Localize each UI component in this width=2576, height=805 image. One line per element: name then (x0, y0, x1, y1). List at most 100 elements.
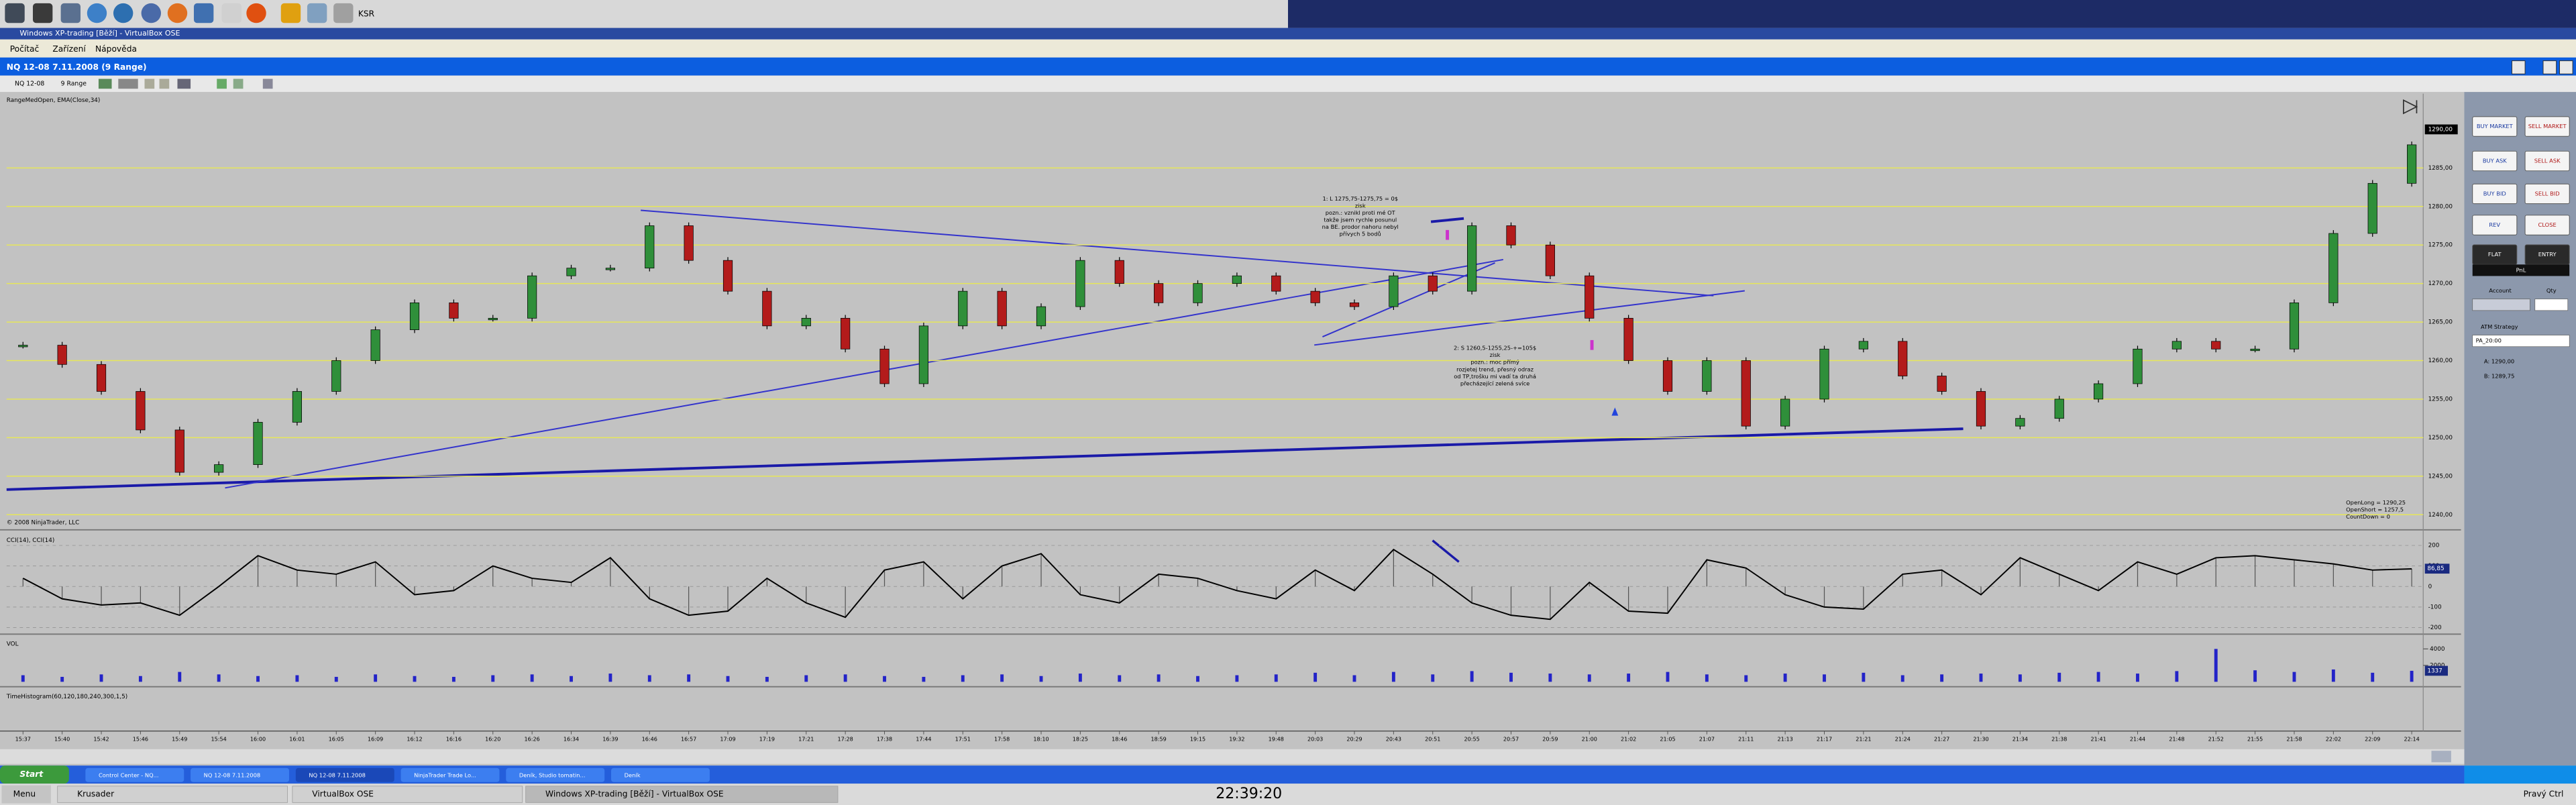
xp-task-button[interactable] (506, 767, 605, 782)
order-button-label[interactable]: REV (2489, 221, 2500, 228)
xp-task-label[interactable]: NinjaTrader Trade Lo... (414, 771, 476, 778)
xp-task-button[interactable] (85, 767, 184, 782)
window-controls[interactable] (2512, 60, 2573, 74)
xp-start-label[interactable]: Start (19, 769, 44, 779)
volume-bar (2214, 649, 2218, 682)
order-button-label[interactable]: SELL ASK (2534, 158, 2561, 164)
host-task-button[interactable] (525, 786, 839, 803)
order-button-label[interactable]: BUY MARKET (2477, 123, 2514, 129)
x-tick-label: 21:30 (1973, 736, 1988, 743)
volume-bar (765, 676, 769, 682)
volume-bar (1823, 674, 1826, 682)
volume-bar (2136, 674, 2139, 682)
host-task-button[interactable] (57, 786, 288, 803)
candle (1662, 360, 1673, 392)
host-menu-label[interactable]: Menu (13, 790, 36, 799)
x-tick-label: 19:48 (1269, 736, 1284, 743)
volume-bar (1548, 674, 1552, 682)
order-button-label[interactable]: BUY ASK (2483, 158, 2507, 164)
qty-field[interactable] (2534, 299, 2569, 311)
scrollbar[interactable] (0, 749, 2465, 764)
x-tick-label: 22:02 (2326, 736, 2341, 743)
period-select[interactable]: 9 Range (61, 80, 87, 87)
host-task-button[interactable] (292, 786, 523, 803)
order-button-label[interactable]: CLOSE (2538, 221, 2557, 228)
instrument-select[interactable]: NQ 12-08 (15, 80, 44, 87)
menu-item[interactable]: Počítač (10, 44, 40, 54)
xp-task-label[interactable]: NQ 12-08 7.11.2008 (309, 771, 366, 778)
last-value-box (2424, 665, 2448, 676)
x-tick-label: 16:05 (329, 736, 344, 743)
candle (409, 303, 420, 330)
trend-lines (6, 209, 1964, 563)
x-tick-label: 21:55 (2247, 736, 2263, 743)
x-tick-label: 17:51 (955, 736, 971, 743)
order-button[interactable] (2472, 116, 2518, 137)
candle (57, 345, 67, 365)
xp-task-button[interactable] (400, 767, 500, 782)
menu-item[interactable]: Zařízení (52, 44, 86, 54)
x-tick-label: 16:39 (602, 736, 618, 743)
candle (801, 317, 811, 327)
order-button-label[interactable]: SELL BID (2535, 190, 2560, 197)
order-button[interactable] (2524, 116, 2570, 137)
xp-task-button[interactable] (295, 767, 394, 782)
volume-bar (2057, 672, 2061, 682)
host-task-label[interactable]: VirtualBox OSE (312, 790, 374, 799)
xp-task-button[interactable] (191, 767, 290, 782)
host-task-label[interactable]: Windows XP-trading [Běží] - VirtualBox O… (545, 790, 724, 799)
x-tick-label: 16:20 (485, 736, 500, 743)
order-button-label[interactable]: BUY BID (2483, 190, 2506, 197)
volume-bar (2253, 670, 2257, 682)
order-button[interactable] (2472, 150, 2518, 172)
scrollbar-thumb[interactable] (2431, 751, 2451, 763)
order-button[interactable] (2524, 183, 2570, 205)
y-tick-label: 2000 (2430, 662, 2445, 669)
candle (1858, 341, 1868, 350)
x-tick-label: 20:55 (1464, 736, 1479, 743)
order-button-label[interactable]: ENTRY (2538, 251, 2557, 258)
xp-task-label[interactable]: Deník (625, 771, 641, 778)
xp-task-label[interactable]: Deník, Studio tomatin... (519, 771, 586, 778)
volume-bar (1744, 675, 1748, 682)
order-button[interactable] (2472, 215, 2518, 235)
account-field[interactable] (2472, 299, 2530, 311)
xp-start-button[interactable] (0, 765, 69, 784)
volume-bar (687, 674, 691, 682)
x-tick-label: 21:05 (1660, 736, 1675, 743)
toolbar-buttons[interactable] (98, 78, 273, 89)
candle (997, 290, 1007, 327)
host-menu-button[interactable] (1, 785, 51, 804)
candle (527, 275, 537, 319)
order-button[interactable] (2524, 150, 2570, 172)
xp-task-button[interactable] (611, 767, 710, 782)
atm-field[interactable] (2472, 335, 2570, 347)
order-button-label[interactable]: FLAT (2488, 251, 2502, 258)
order-button[interactable] (2524, 215, 2570, 235)
x-tick-label: 18:25 (1073, 736, 1088, 743)
candle (2250, 348, 2260, 352)
volume-bar (374, 674, 378, 682)
host-launchers[interactable] (5, 3, 354, 23)
y-tick-label: -200 (2428, 625, 2442, 631)
xp-task-label[interactable]: Control Center - NQ... (99, 771, 159, 778)
volume-bar (843, 674, 847, 682)
menu-item[interactable]: Nápověda (95, 44, 137, 54)
last-value-box (2424, 564, 2450, 574)
annotation-line: přívych 5 bodů (1340, 230, 1381, 237)
volume-bar (1470, 671, 1474, 682)
candle (1310, 290, 1320, 303)
annotation-line: na BE. prodor nahoru nebyl (1322, 223, 1399, 230)
order-button-label[interactable]: SELL MARKET (2528, 123, 2567, 129)
candle (1741, 360, 1751, 427)
host-task-label[interactable]: Krusader (77, 790, 115, 799)
xp-task-label[interactable]: NQ 12-08 7.11.2008 (204, 771, 261, 778)
order-button[interactable] (2472, 183, 2518, 205)
x-tick-label: 21:24 (1895, 736, 1911, 743)
x-tick-label: 21:17 (1817, 736, 1832, 743)
volume-bar (1274, 674, 1278, 682)
y-tick-label: -100 (2428, 604, 2442, 610)
candle (331, 360, 341, 392)
scroll-end-icon[interactable] (2403, 99, 2418, 115)
volume-bar (804, 675, 808, 682)
